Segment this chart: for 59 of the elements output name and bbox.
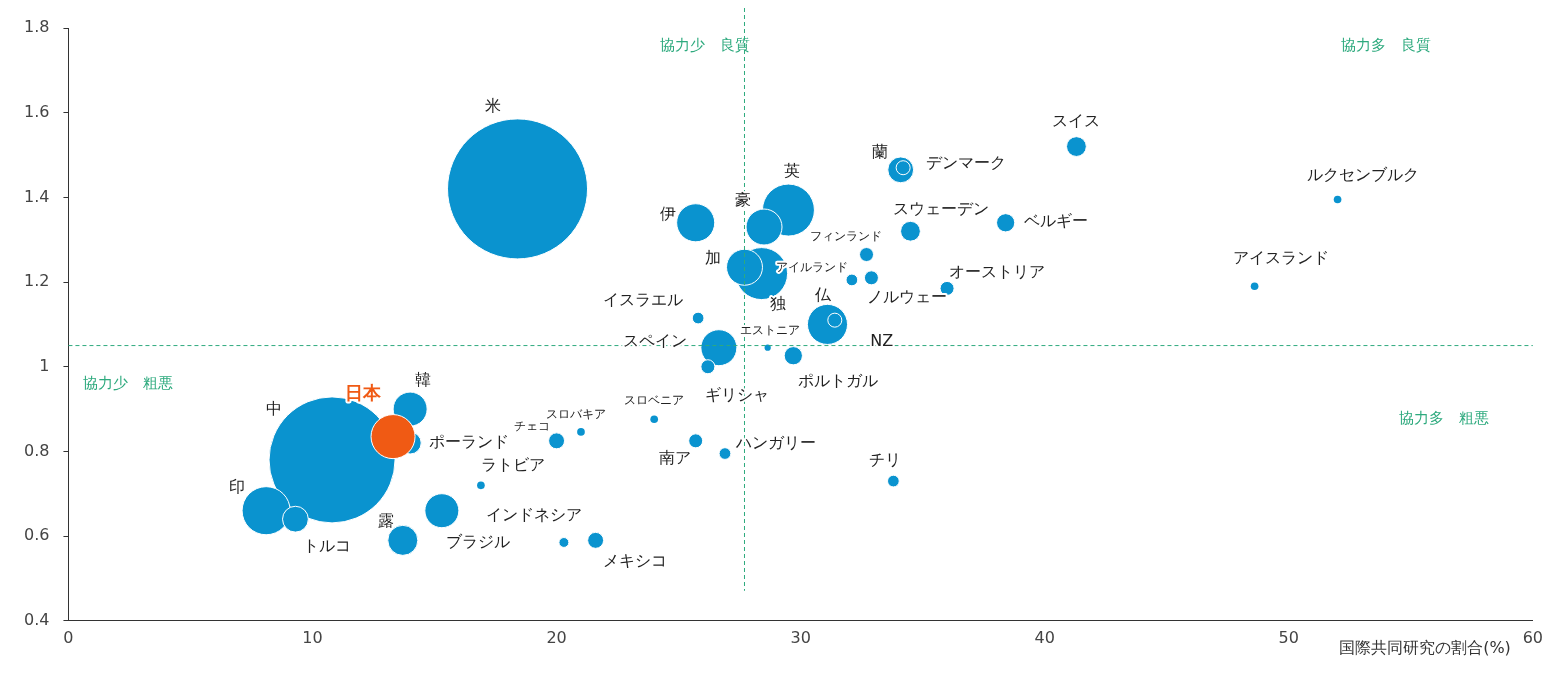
data-label: 韓: [415, 370, 432, 390]
data-label: 仏: [814, 284, 833, 304]
data-label: メキシコ: [602, 550, 667, 570]
data-label: イスラエル: [603, 290, 684, 310]
y-tick-label: 1.4: [23, 186, 50, 206]
data-label: アイルランド: [775, 260, 848, 275]
data-label: ベルギー: [1023, 210, 1088, 230]
data-label: 露: [377, 510, 394, 530]
data-label: 蘭: [871, 142, 888, 161]
y-tick-label: 1.8: [23, 17, 50, 37]
data-label: スウェーデン: [893, 199, 990, 219]
x-axis-title: 国際共同研究の割合(%): [1339, 637, 1511, 657]
x-tick-label: 20: [546, 627, 567, 647]
x-tick-label: 0: [63, 627, 74, 647]
data-label: 中: [266, 399, 283, 419]
data-label: チリ: [869, 450, 902, 470]
x-tick-label: 10: [302, 627, 323, 647]
data-label: デンマーク: [926, 152, 1007, 172]
y-tick-label: 0.8: [23, 440, 50, 460]
data-label: オーストリア: [949, 261, 1046, 281]
data-label: ラトビア: [480, 455, 545, 475]
annotation: 協力少 良質: [660, 35, 751, 54]
data-label: インドネシア: [485, 504, 582, 524]
data-label: スイス: [1052, 110, 1101, 130]
annotation: 協力多 良質: [1341, 35, 1432, 54]
x-tick-label: 60: [1522, 627, 1543, 647]
data-label: 米: [484, 96, 501, 116]
data-label: 英: [784, 161, 801, 181]
annotation: 協力少 粗悪: [83, 373, 174, 392]
data-label: ブラジル: [445, 531, 510, 551]
y-tick-label: 0.4: [23, 609, 50, 629]
data-label: 豪: [735, 190, 752, 210]
data-label: エストニア: [739, 322, 800, 337]
y-tick-label: 1.6: [23, 101, 50, 121]
data-label: ルクセンブルク: [1306, 164, 1419, 184]
x-tick-label: 40: [1034, 627, 1055, 647]
annotation: 協力多 粗悪: [1398, 409, 1489, 428]
y-tick-label: 1.2: [23, 271, 50, 291]
x-tick-label: 30: [790, 627, 811, 647]
data-label: 日本: [345, 382, 383, 404]
data-label: スロベニア: [624, 393, 685, 408]
data-label: NZ: [870, 331, 894, 351]
data-label: ポーランド: [429, 432, 510, 452]
data-label: 伊: [659, 203, 676, 223]
data-label: 印: [229, 476, 246, 496]
data-label: ハンガリー: [734, 432, 816, 452]
data-label: 加: [705, 248, 722, 268]
x-tick-label: 50: [1278, 627, 1299, 647]
data-label: ノルウェー: [867, 286, 948, 306]
data-label: トルコ: [303, 536, 352, 556]
data-label: スペイン: [622, 330, 687, 350]
y-tick-label: 1: [39, 355, 50, 375]
data-label: 南ア: [658, 448, 691, 467]
data-label: ポルトガル: [798, 370, 879, 390]
data-label: ギリシャ: [704, 384, 769, 404]
data-label: 独: [769, 293, 786, 313]
data-label: アイスランド: [1232, 248, 1329, 268]
y-tick-label: 0.6: [23, 525, 50, 545]
data-label: フィンランド: [809, 228, 882, 243]
